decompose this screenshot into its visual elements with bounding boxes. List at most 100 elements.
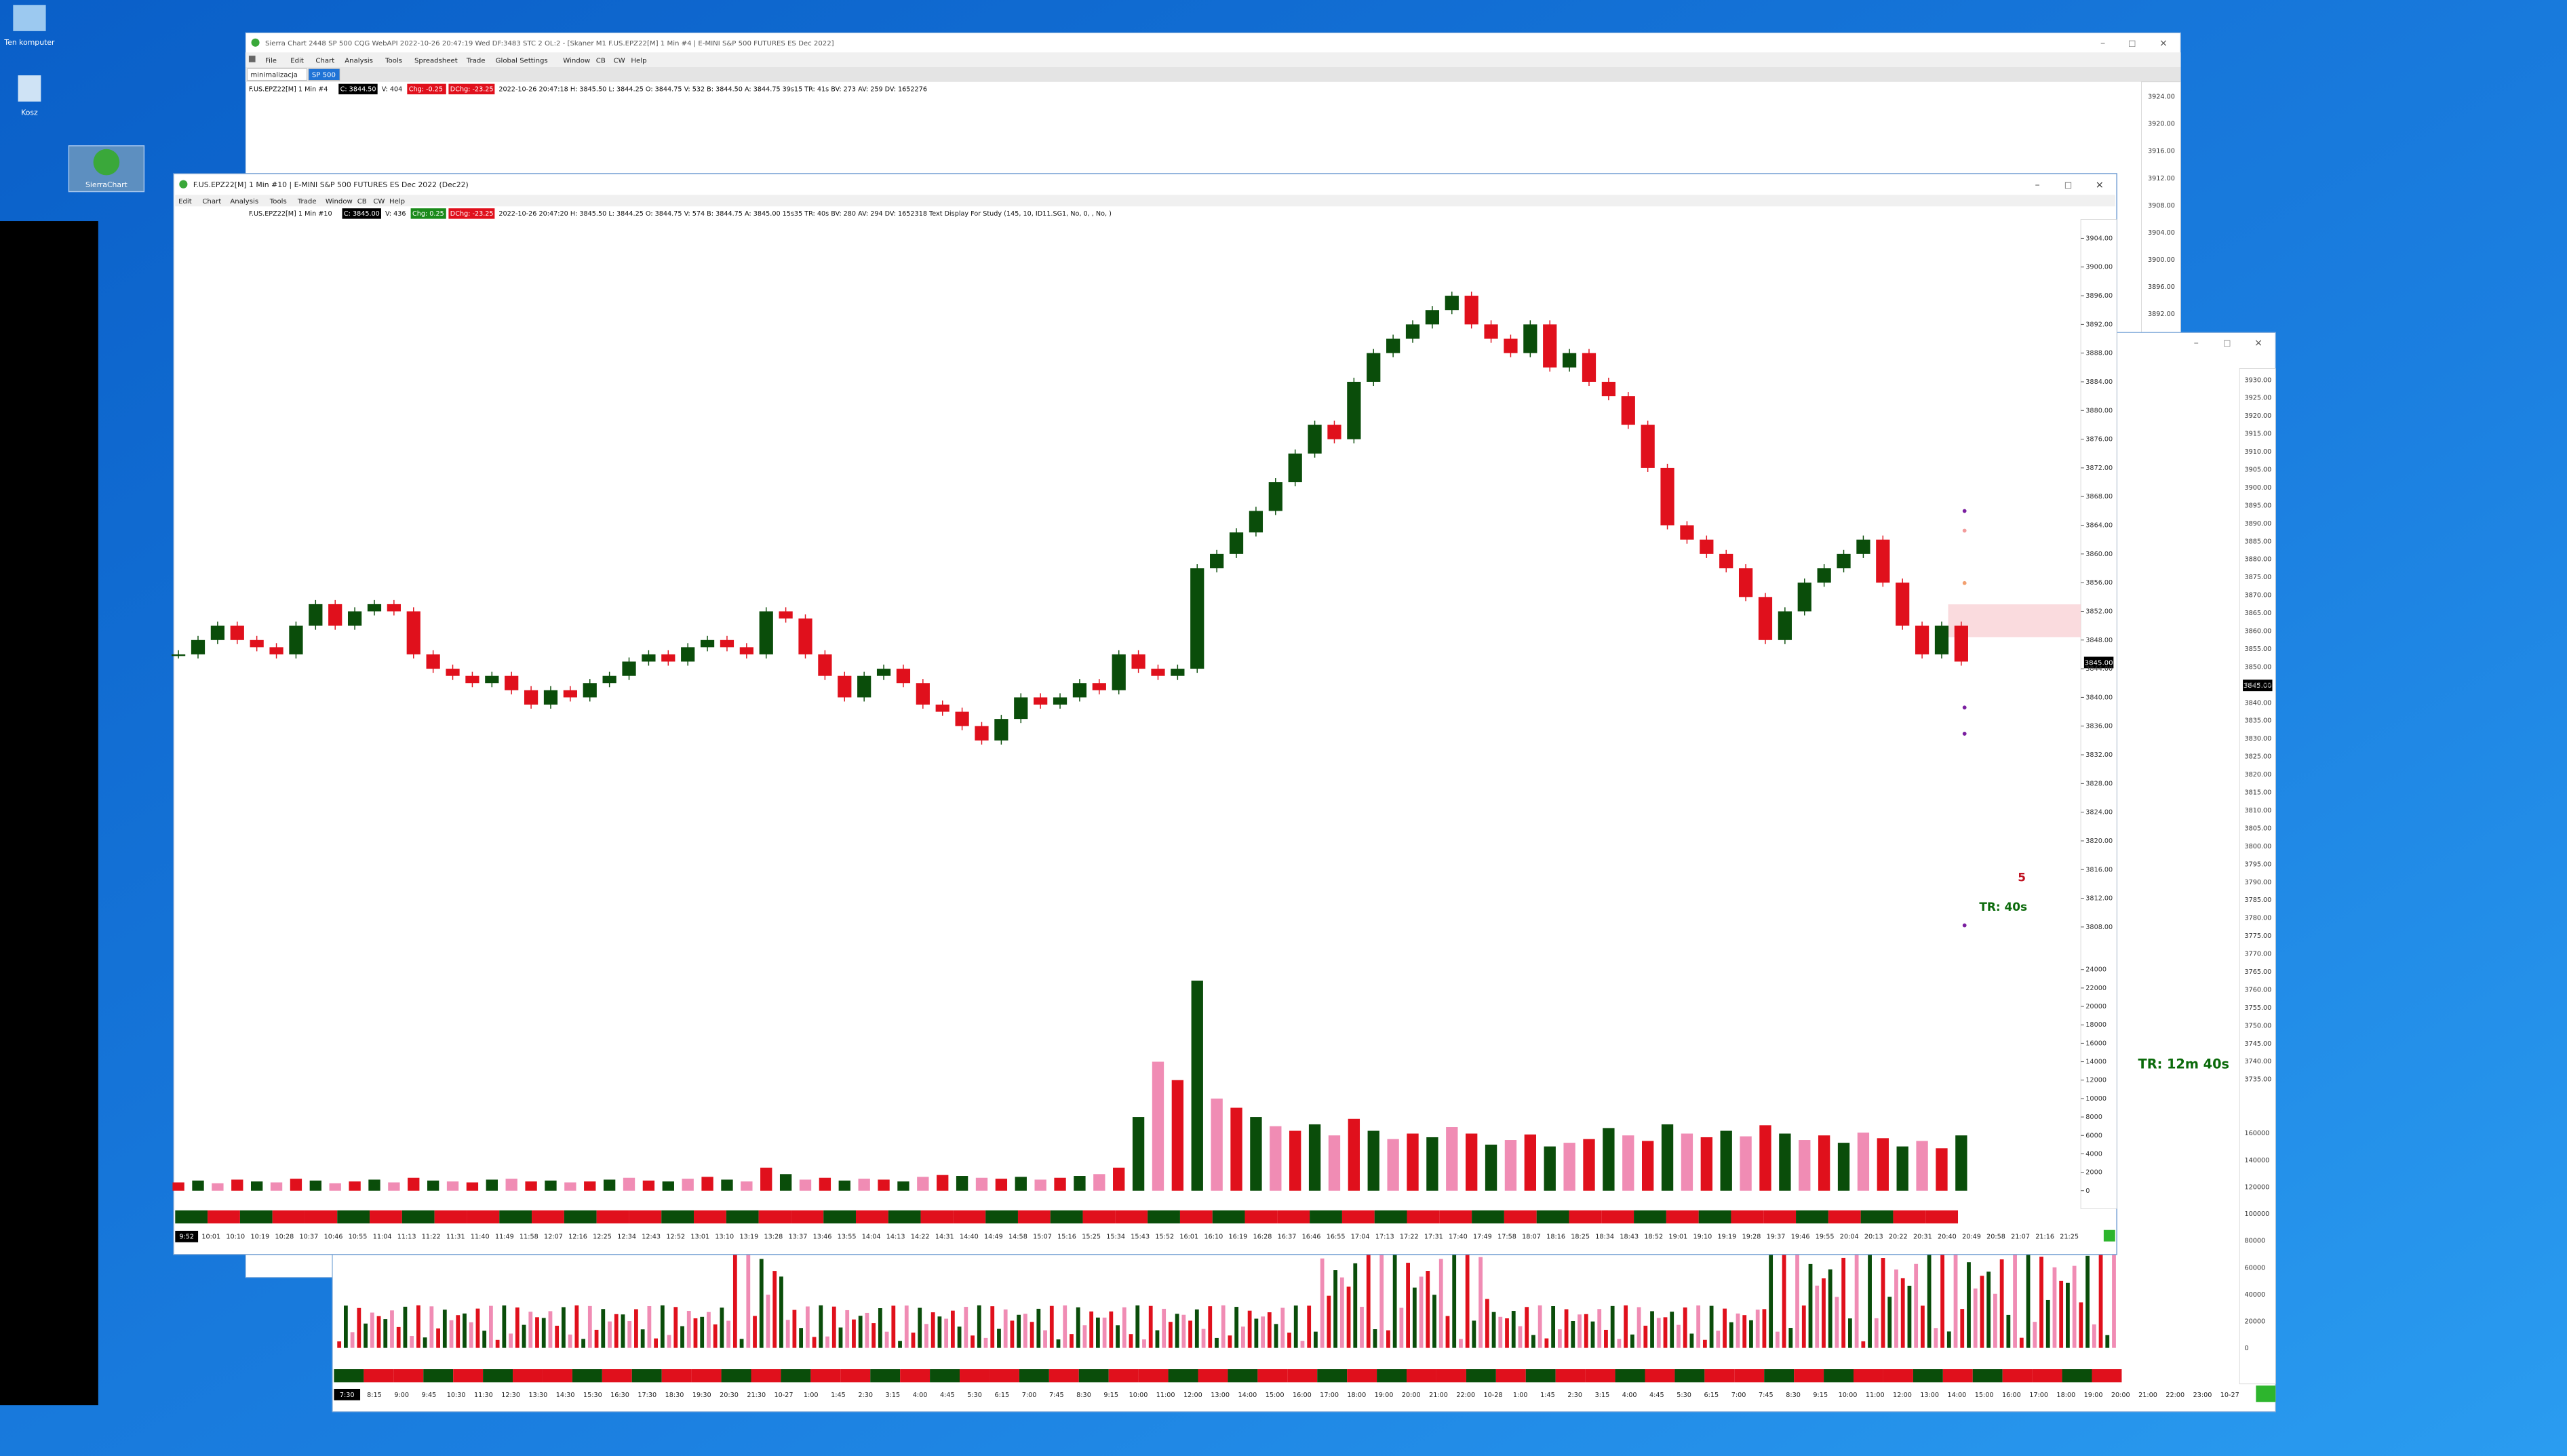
icon-label[interactable]: SierraChart — [85, 180, 128, 189]
icon-computer[interactable] — [13, 5, 46, 31]
menu-item[interactable]: Spreadsheet — [414, 57, 458, 64]
candle — [210, 625, 225, 640]
maximize[interactable]: □ — [2064, 180, 2072, 189]
info-highlight — [338, 83, 378, 95]
icon-label[interactable]: Kosz — [21, 109, 38, 117]
x-tick-label: 21:07 — [2011, 1233, 2030, 1240]
x-tick-label: 11:00 — [1156, 1392, 1175, 1399]
menu-item[interactable]: Edit — [178, 198, 192, 205]
x-tick-label: 1:45 — [831, 1392, 846, 1399]
marker — [1962, 705, 1967, 710]
x-tick-label: 13:46 — [813, 1233, 832, 1240]
ribbon — [1377, 1369, 1407, 1383]
tab[interactable] — [247, 68, 307, 81]
volume-bar-bg — [1729, 1322, 1733, 1348]
volume-bar-bg — [1847, 1318, 1852, 1348]
maximize[interactable]: □ — [2128, 38, 2136, 47]
menu-item[interactable]: File — [265, 57, 277, 64]
close[interactable]: × — [2096, 180, 2104, 191]
volume-bar-bg — [1801, 1305, 1806, 1348]
x-tick-label: 16:30 — [610, 1392, 629, 1399]
menu-item[interactable]: Trade — [466, 57, 486, 64]
menu-item[interactable]: CW — [373, 198, 385, 205]
volume-bar-bg — [647, 1305, 652, 1348]
volume-bar-bg — [1346, 1286, 1351, 1348]
tab-label[interactable]: minimalizacja — [250, 71, 298, 79]
close[interactable]: × — [2254, 338, 2262, 349]
x-tick-label: 14:58 — [1008, 1233, 1027, 1240]
menu-item[interactable]: Edit — [290, 57, 304, 64]
y-tick-label: 3840.00 — [2085, 694, 2113, 701]
ribbon — [1913, 1369, 1943, 1383]
volume-bar-bg — [614, 1314, 619, 1348]
volume-bar-bg — [1274, 1324, 1278, 1348]
menu-item[interactable]: Chart — [315, 57, 334, 64]
ribbon — [1794, 1369, 1824, 1383]
volume-bar-bg — [1129, 1334, 1133, 1348]
volume-bar-bg — [707, 1312, 711, 1348]
minimize[interactable]: – — [2100, 38, 2105, 49]
menu-item[interactable]: CB — [596, 57, 606, 64]
candle — [994, 719, 1008, 741]
icon-bin[interactable] — [18, 75, 41, 102]
menu-item[interactable]: Tools — [385, 57, 402, 64]
volume-bar — [1015, 1177, 1027, 1191]
volume-bar-bg — [403, 1306, 408, 1348]
x-tick-label: 16:00 — [1293, 1392, 1312, 1399]
volume-bar-bg — [1076, 1307, 1080, 1348]
menu-item[interactable]: Help — [389, 198, 405, 205]
minimize[interactable]: – — [2035, 180, 2039, 191]
volume-bar — [917, 1177, 929, 1191]
close[interactable]: × — [2159, 38, 2168, 49]
menu-item[interactable]: CB — [357, 198, 367, 205]
volume-bar-bg — [1584, 1314, 1588, 1348]
menu-item[interactable]: Chart — [202, 198, 221, 205]
volume-bar-bg — [1452, 1252, 1457, 1348]
ribbon — [2062, 1369, 2092, 1383]
menu-item[interactable]: Analysis — [230, 198, 258, 205]
volume-bar-bg — [785, 1320, 790, 1348]
ribbon — [930, 1369, 960, 1383]
menu-item[interactable]: Window — [326, 198, 353, 205]
volume-bar — [1641, 1141, 1654, 1191]
x-tick-label: 7:00 — [1022, 1392, 1037, 1399]
menu-item[interactable]: Window — [563, 57, 590, 64]
x-tick-label: 16:55 — [1327, 1233, 1346, 1240]
x-tick-label: 11:13 — [397, 1233, 416, 1240]
volume-bar-bg — [971, 1335, 975, 1348]
volume-bar-bg — [871, 1323, 876, 1348]
menu-item[interactable]: Analysis — [345, 57, 373, 64]
menu-item[interactable]: Global Settings — [496, 57, 548, 64]
tab[interactable] — [308, 68, 340, 81]
ribbon — [1287, 1369, 1318, 1383]
menu-item[interactable]: CW — [614, 57, 625, 64]
menu-item[interactable]: Tools — [269, 198, 287, 205]
x-tick-label: 14:22 — [911, 1233, 930, 1240]
volume-bar-bg — [667, 1335, 671, 1348]
volume-bar — [1034, 1179, 1046, 1191]
minimize[interactable]: – — [2194, 338, 2199, 349]
maximize[interactable]: □ — [2223, 338, 2231, 347]
tab-label[interactable]: SP 500 — [312, 71, 336, 79]
icon-label[interactable]: Ten komputer — [3, 38, 55, 47]
candle — [1034, 697, 1048, 705]
x-tick-label: 12:07 — [544, 1233, 563, 1240]
volume-bar — [1250, 1117, 1262, 1191]
volume-bar — [956, 1176, 968, 1191]
x-tick-label: 5:30 — [1677, 1392, 1691, 1399]
candle — [1641, 425, 1655, 468]
ribbon — [1942, 1369, 1973, 1383]
volume-bar-bg — [1723, 1308, 1727, 1348]
menu-item[interactable]: Trade — [297, 198, 317, 205]
y-tick-label: 3812.00 — [2085, 895, 2113, 903]
volume-bar-bg — [1663, 1317, 1668, 1348]
volume-bar — [1387, 1139, 1399, 1191]
icon-sierra[interactable] — [93, 149, 120, 176]
ribbon — [1407, 1210, 1440, 1224]
x-tick-label: 19:00 — [2084, 1392, 2103, 1399]
volume-bar — [682, 1179, 694, 1191]
x-tick-label: 18:43 — [1620, 1233, 1639, 1240]
menu-item[interactable]: Help — [631, 57, 646, 64]
candle — [681, 647, 695, 662]
